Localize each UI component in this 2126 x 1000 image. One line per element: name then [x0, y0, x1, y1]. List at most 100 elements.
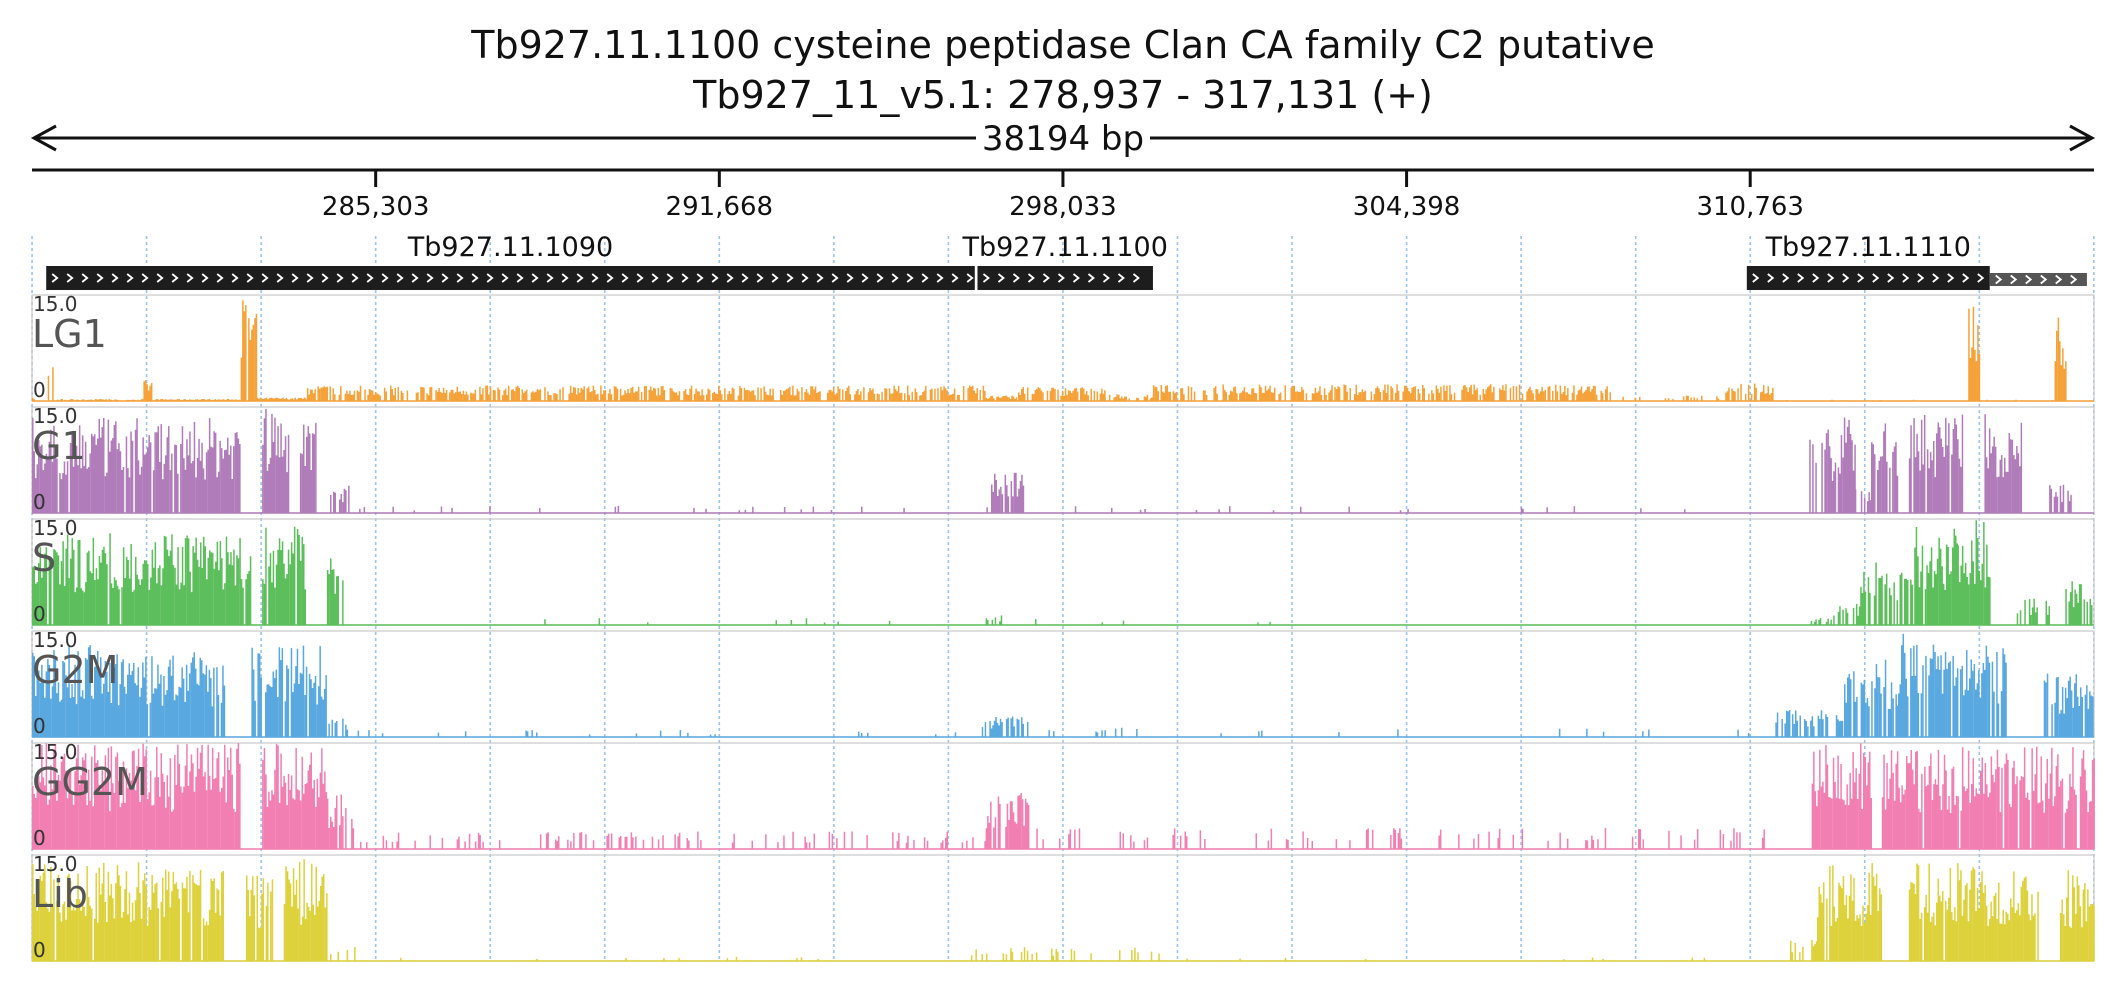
strand-arrow: [2070, 274, 2078, 285]
strand-arrow: [126, 273, 134, 283]
strand-arrow: [2025, 274, 2033, 285]
strand-arrow: [501, 273, 509, 283]
strand-arrow: [96, 273, 104, 283]
track-name: S: [32, 536, 56, 580]
strand-arrow: [216, 273, 224, 283]
strand-arrow: [486, 273, 494, 283]
gene-label: Tb927.11.1090: [407, 232, 613, 263]
track-min-label: 0: [33, 826, 46, 850]
axis-tick-label: 304,398: [1353, 192, 1461, 222]
strand-arrow: [741, 273, 749, 283]
strand-arrow: [1087, 273, 1095, 283]
strand-arrow: [966, 273, 974, 283]
strand-arrow: [336, 273, 344, 283]
coverage-bars-GG2M: [31, 743, 2095, 849]
strand-arrow: [456, 273, 464, 283]
strand-arrow: [982, 273, 990, 283]
track-min-label: 0: [33, 714, 46, 738]
strand-arrow: [1027, 273, 1035, 283]
strand-arrow: [936, 273, 944, 283]
strand-arrow: [756, 273, 764, 283]
strand-arrow: [291, 273, 299, 283]
grid-lines: [31, 236, 2095, 962]
strand-arrow: [666, 273, 674, 283]
strand-arrow: [831, 273, 839, 283]
track-max-label: 15.0: [33, 292, 78, 316]
strand-arrow: [621, 273, 629, 283]
strand-arrow: [81, 273, 89, 283]
strand-arrow: [1117, 273, 1125, 283]
strand-arrow: [531, 273, 539, 283]
strand-arrow: [171, 273, 179, 283]
gene-annotation-track: Tb927.11.1090 Tb927.11.1100 Tb927.11.1110: [46, 232, 2087, 290]
strand-arrow: [1782, 273, 1790, 283]
strand-arrow: [1057, 273, 1065, 283]
track-name: G2M: [32, 648, 118, 692]
strand-arrow: [186, 273, 194, 283]
gene-body: [46, 266, 975, 290]
coordinate-axis: 285,303 291,668 298,033 304,398 310,763: [32, 168, 2094, 222]
gene-Tb927.11.1090: Tb927.11.1090: [46, 232, 975, 290]
strand-arrow: [231, 273, 239, 283]
strand-arrow: [321, 273, 329, 283]
track-name: GG2M: [32, 760, 148, 804]
strand-arrow: [606, 273, 614, 283]
track-LG1: 15.0 0 LG1: [31, 292, 2095, 402]
strand-arrow: [997, 273, 1005, 283]
strand-arrow: [681, 273, 689, 283]
gene-body: [1989, 273, 2087, 286]
strand-arrow: [396, 273, 404, 283]
strand-arrow: [1842, 273, 1850, 283]
strand-arrow: [1752, 273, 1760, 283]
coverage-bars-G1: [31, 408, 2072, 513]
strand-arrow: [441, 273, 449, 283]
strand-arrow: [1072, 273, 1080, 283]
strand-arrow: [906, 273, 914, 283]
track-max-label: 15.0: [33, 404, 78, 428]
coverage-bars-S: [31, 520, 2093, 625]
strand-arrow: [576, 273, 584, 283]
axis-tick-label: 298,033: [1009, 192, 1117, 222]
strand-arrow: [726, 273, 734, 283]
strand-arrow: [411, 273, 419, 283]
strand-arrow: [201, 273, 209, 283]
track-G1: 15.0 0 G1: [31, 404, 2095, 514]
strand-arrow: [696, 273, 704, 283]
strand-arrow: [2010, 274, 2018, 285]
strand-arrow: [816, 273, 824, 283]
strand-arrow: [711, 273, 719, 283]
strand-arrow: [276, 273, 284, 283]
strand-arrow: [246, 273, 254, 283]
strand-arrow: [786, 273, 794, 283]
track-min-label: 0: [33, 378, 46, 402]
track-max-label: 15.0: [33, 516, 78, 540]
strand-arrow: [561, 273, 569, 283]
strand-arrow: [801, 273, 809, 283]
track-name: LG1: [32, 312, 107, 356]
track-max-label: 15.0: [33, 628, 78, 652]
gene-Tb927.11.1110: Tb927.11.1110: [1746, 232, 1990, 290]
strand-arrow: [1827, 273, 1835, 283]
track-min-label: 0: [33, 490, 46, 514]
strand-arrow: [1857, 273, 1865, 283]
strand-arrow: [1797, 273, 1805, 283]
strand-arrow: [261, 273, 269, 283]
axis-tick-label: 310,763: [1696, 192, 1804, 222]
strand-arrow: [381, 273, 389, 283]
coverage-tracks: 15.00LG115.00G115.00S15.00G2M15.00GG2M15…: [31, 292, 2095, 962]
gene-partial: [1989, 273, 2087, 286]
strand-arrow: [1902, 273, 1910, 283]
strand-arrow: [846, 273, 854, 283]
track-min-label: 0: [33, 602, 46, 626]
gene-label: Tb927.11.1110: [1765, 232, 1971, 263]
strand-arrow: [2040, 274, 2048, 285]
span-label: 38194 bp: [982, 119, 1144, 159]
strand-arrow: [66, 273, 74, 283]
strand-arrow: [51, 273, 59, 283]
track-max-label: 15.0: [33, 852, 78, 876]
track-max-label: 15.0: [33, 740, 78, 764]
strand-arrow: [516, 273, 524, 283]
strand-arrow: [306, 273, 314, 283]
strand-arrow: [1962, 273, 1970, 283]
